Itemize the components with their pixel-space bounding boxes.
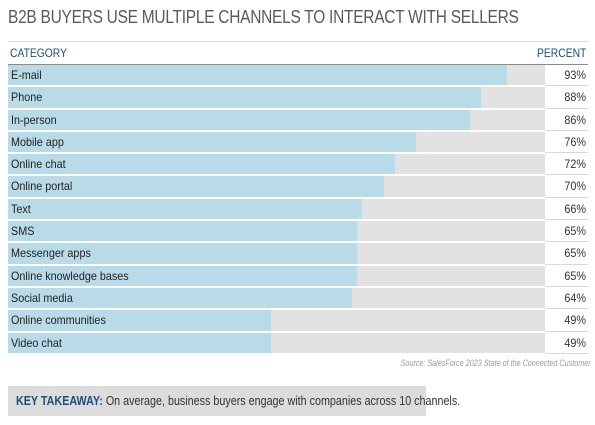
- bar-row: E-mail 93%: [8, 65, 588, 87]
- bar-track: [8, 221, 545, 242]
- row-divider: [545, 196, 588, 198]
- row-divider: [545, 85, 588, 87]
- row-divider: [545, 174, 588, 176]
- key-takeaway-text: On average, business buyers engage with …: [105, 394, 461, 408]
- row-divider: [545, 129, 588, 131]
- bar-row: Messenger apps 65%: [8, 243, 588, 265]
- bar-row: Online communities 49%: [8, 310, 588, 332]
- bar-row: SMS 65%: [8, 221, 588, 243]
- row-divider: [545, 152, 588, 154]
- bar-row: Online portal 70%: [8, 176, 588, 198]
- bar-track: [8, 65, 545, 86]
- row-divider: [545, 107, 588, 109]
- category-label: Online communities: [11, 313, 106, 328]
- row-divider: [545, 285, 588, 287]
- source-note: Source: SalesForce 2023 State of the Con…: [400, 358, 591, 368]
- row-divider: [545, 219, 588, 221]
- row-divider: [545, 308, 588, 310]
- value-label: 88%: [564, 90, 586, 105]
- category-label: Social media: [11, 290, 73, 305]
- bar-track: [8, 243, 545, 264]
- category-label: Text: [11, 201, 31, 216]
- bar-track: [8, 287, 545, 309]
- bar-track: [8, 310, 545, 331]
- row-divider: [545, 263, 588, 265]
- percent-column-header: PERCENT: [536, 46, 586, 60]
- value-label: 70%: [564, 179, 586, 194]
- value-label: 66%: [564, 201, 586, 216]
- bar: [8, 176, 384, 197]
- bar: [8, 310, 272, 331]
- bar-row: Text 66%: [8, 198, 588, 221]
- bar: [8, 287, 352, 309]
- bar-row: Online knowledge bases 65%: [8, 265, 588, 287]
- row-divider: [545, 241, 588, 243]
- category-label: E-mail: [11, 68, 42, 82]
- value-label: 86%: [564, 112, 586, 127]
- bar-track: [8, 198, 545, 220]
- value-label: 65%: [564, 246, 586, 261]
- bar-row: Social media 64%: [8, 287, 588, 310]
- category-label: Online chat: [11, 157, 66, 172]
- bar: [8, 332, 272, 353]
- key-takeaway-box: KEY TAKEAWAY: On average, business buyer…: [8, 386, 460, 416]
- bar-row: Phone 88%: [8, 87, 588, 109]
- row-divider: [545, 330, 588, 332]
- bar-track: [8, 87, 545, 108]
- bar-track: [8, 332, 545, 353]
- bar: [8, 131, 417, 153]
- value-label: 64%: [564, 290, 586, 305]
- bar: [8, 265, 358, 286]
- bar-row: Online chat 72%: [8, 154, 588, 176]
- bar: [8, 154, 395, 175]
- key-takeaway-label: KEY TAKEAWAY:: [16, 394, 103, 408]
- bar-track: [8, 109, 545, 130]
- bar: [8, 109, 470, 130]
- bar-track: [8, 131, 545, 153]
- bar-rows: E-mail 93% Phone 88% In-person 86% Mobile app 7…: [8, 65, 588, 355]
- bar: [8, 65, 508, 86]
- category-label: Video chat: [11, 335, 62, 350]
- chart-title: B2B BUYERS USE MULTIPLE CHANNELS TO INTE…: [8, 7, 519, 27]
- table-header: CATEGORY PERCENT: [8, 41, 588, 65]
- value-label: 93%: [564, 68, 586, 82]
- category-label: Phone: [11, 90, 43, 105]
- value-label: 49%: [564, 313, 586, 328]
- bar-track: [8, 176, 545, 197]
- category-column-header: CATEGORY: [10, 46, 67, 60]
- bar: [8, 243, 358, 264]
- bar-row: Mobile app 76%: [8, 131, 588, 154]
- value-label: 65%: [564, 268, 586, 283]
- value-label: 76%: [564, 134, 586, 149]
- category-label: In-person: [11, 112, 57, 127]
- bar-row: In-person 86%: [8, 109, 588, 131]
- category-label: Online portal: [11, 179, 73, 194]
- bar-track: [8, 154, 545, 175]
- category-label: SMS: [11, 224, 35, 239]
- value-label: 72%: [564, 157, 586, 172]
- row-divider: [545, 352, 588, 354]
- bar-track: [8, 265, 545, 286]
- value-label: 49%: [564, 335, 586, 350]
- category-label: Online knowledge bases: [11, 268, 129, 283]
- category-label: Messenger apps: [11, 246, 91, 261]
- value-label: 65%: [564, 224, 586, 239]
- bar: [8, 221, 358, 242]
- category-label: Mobile app: [11, 134, 64, 149]
- bar: [8, 198, 363, 220]
- bar-row: Video chat 49%: [8, 332, 588, 354]
- bar: [8, 87, 481, 108]
